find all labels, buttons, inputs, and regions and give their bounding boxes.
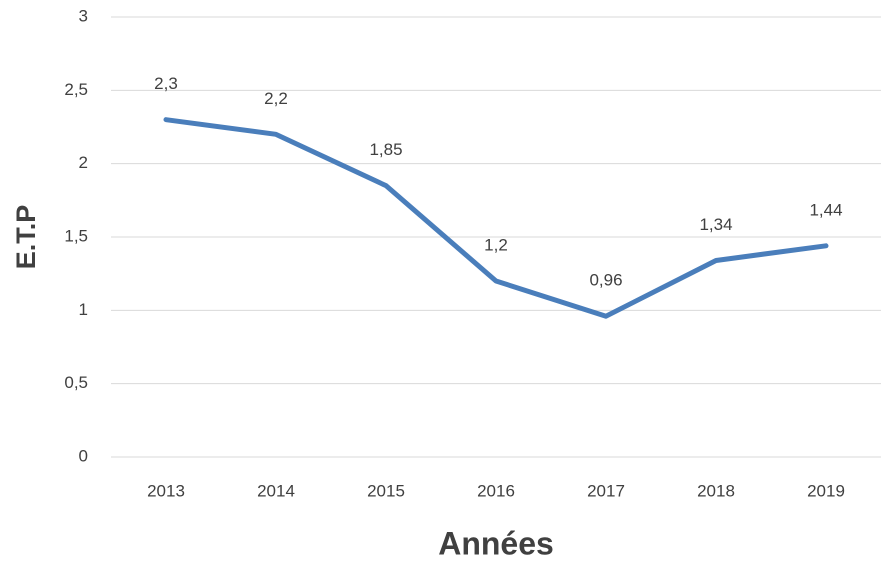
data-label: 1,34 (699, 215, 732, 234)
x-tick-label: 2019 (807, 481, 845, 500)
x-tick-label: 2014 (257, 481, 295, 500)
x-axis-title: Années (438, 525, 554, 561)
y-tick-label: 1,5 (64, 226, 88, 245)
y-tick-label: 0 (79, 446, 88, 465)
data-label: 1,85 (369, 140, 402, 159)
data-label: 2,2 (264, 89, 288, 108)
data-label: 1,44 (809, 200, 842, 219)
y-tick-label: 0,5 (64, 373, 88, 392)
data-label: 0,96 (589, 271, 622, 290)
y-tick-label: 1 (79, 300, 88, 319)
y-tick-label: 3 (79, 6, 88, 25)
data-label: 2,3 (154, 74, 178, 93)
x-tick-label: 2017 (587, 481, 625, 500)
x-tick-label: 2018 (697, 481, 735, 500)
x-tick-label: 2016 (477, 481, 515, 500)
y-tick-label: 2,5 (64, 80, 88, 99)
y-axis-title: E.T.P (11, 205, 41, 270)
x-tick-label: 2015 (367, 481, 405, 500)
data-label: 1,2 (484, 235, 508, 254)
x-tick-label: 2013 (147, 481, 185, 500)
data-line (163, 117, 829, 319)
y-tick-label: 2 (79, 153, 88, 172)
